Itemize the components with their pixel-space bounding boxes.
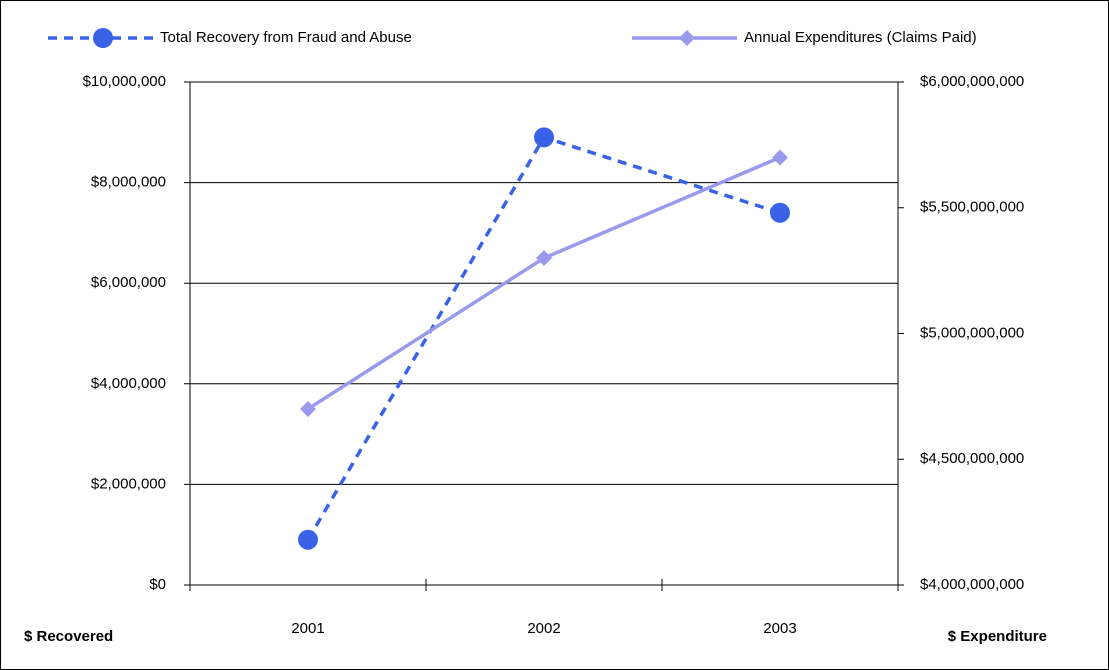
legend-label: Annual Expenditures (Claims Paid) bbox=[744, 29, 977, 46]
legend-marker bbox=[93, 28, 113, 48]
data-point bbox=[298, 529, 318, 550]
y-tick-label: $4,000,000 bbox=[91, 375, 166, 392]
data-point bbox=[772, 149, 788, 166]
y2-axis-title: $ Expenditure bbox=[948, 628, 1047, 645]
x-tick-label: 2002 bbox=[527, 620, 560, 637]
legend-label: Total Recovery from Fraud and Abuse bbox=[160, 29, 412, 46]
legend-marker bbox=[679, 30, 695, 46]
y2-tick-label: $4,500,000,000 bbox=[920, 450, 1024, 467]
y-axis-title: $ Recovered bbox=[24, 628, 113, 645]
y-tick-label: $10,000,000 bbox=[83, 73, 166, 90]
y-tick-label: $6,000,000 bbox=[91, 274, 166, 291]
data-point bbox=[534, 127, 554, 148]
y2-tick-label: $4,000,000,000 bbox=[920, 576, 1024, 593]
data-point bbox=[536, 250, 552, 267]
data-point bbox=[300, 400, 316, 417]
data-point bbox=[770, 202, 790, 223]
y2-tick-label: $6,000,000,000 bbox=[920, 73, 1024, 90]
x-tick-label: 2001 bbox=[291, 620, 324, 637]
y-tick-label: $8,000,000 bbox=[91, 174, 166, 191]
x-tick-label: 2003 bbox=[763, 620, 796, 637]
y-tick-label: $2,000,000 bbox=[91, 475, 166, 492]
y-tick-label: $0 bbox=[149, 576, 166, 593]
y2-tick-label: $5,500,000,000 bbox=[920, 199, 1024, 216]
y2-tick-label: $5,000,000,000 bbox=[920, 324, 1024, 341]
